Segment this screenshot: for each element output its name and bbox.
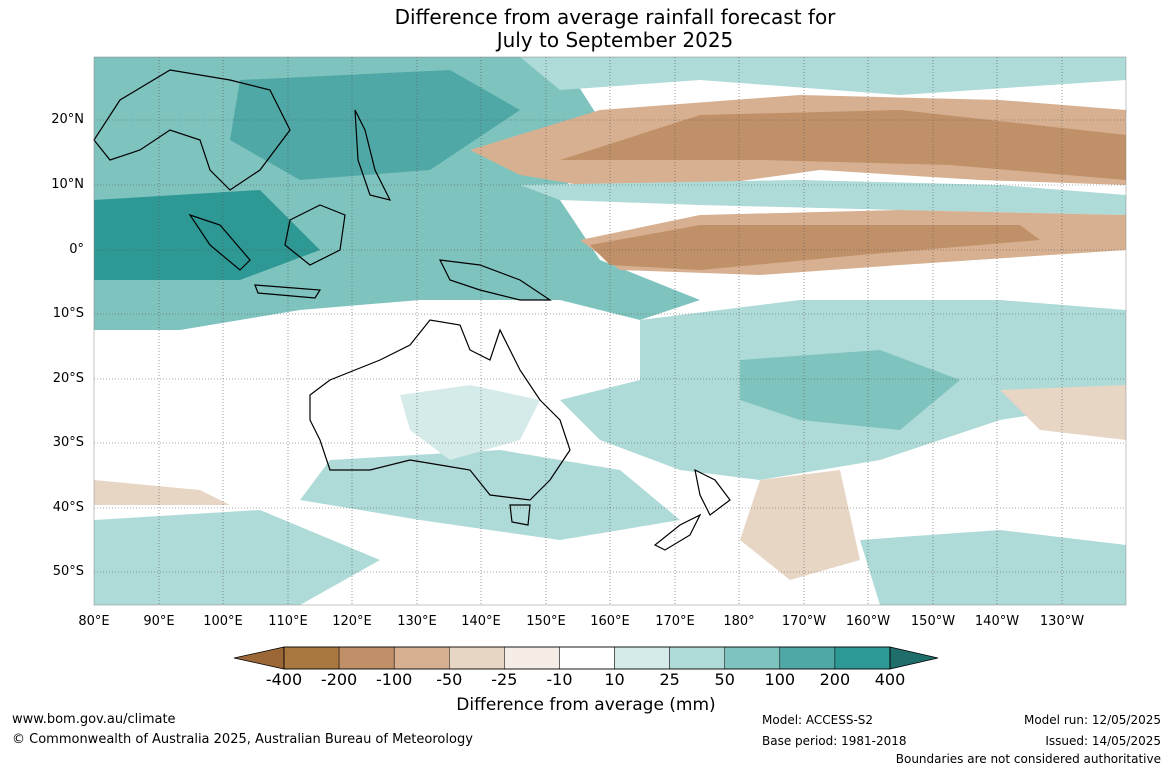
wet-band-pacific-north [520, 57, 1126, 95]
sumatra-outline [188, 213, 251, 271]
chart-title-line2: July to September 2025 [496, 28, 734, 52]
colorbar-tick-label: 25 [659, 670, 680, 689]
colorbar-label: Difference from average (mm) [456, 695, 716, 715]
disclaimer-text: Boundaries are not considered authoritat… [895, 752, 1161, 766]
rainfall-anomaly-field [94, 57, 1126, 605]
colorbar-extend-high [889, 646, 939, 670]
colorbar-tick-label: -400 [265, 670, 303, 689]
model-text: Model: ACCESS-S2 [762, 713, 874, 727]
colorbar-segment [283, 646, 340, 670]
base-period-text: Base period: 1981-2018 [762, 734, 907, 748]
indochina-outline [93, 69, 291, 191]
wet-core-south-pacific [740, 350, 960, 430]
tasmania-outline [509, 504, 531, 526]
lon-label: 170°W [781, 614, 827, 629]
lat-label: 10°N [51, 177, 84, 192]
colorbar-segment [779, 646, 836, 670]
colorbar-extend-low [233, 646, 285, 670]
lon-label: 90°E [143, 614, 175, 629]
java-outline [254, 284, 322, 299]
colorbar-segment [393, 646, 450, 670]
dry-patch-indian-south [94, 480, 230, 505]
lon-label: 120°E [332, 614, 372, 629]
lon-label: 140°W [974, 614, 1020, 629]
chart-title-line1: Difference from average rainfall forecas… [394, 5, 836, 29]
lat-label: 40°S [52, 500, 84, 515]
wet-patch-inland-australia [400, 385, 540, 460]
colorbar-segment [559, 646, 615, 670]
copyright-text: © Commonwealth of Australia 2025, Austra… [12, 732, 473, 747]
lon-label: 130°E [397, 614, 437, 629]
wet-patch-south-east [860, 530, 1126, 605]
new-guinea-outline [438, 259, 552, 301]
wet-patch-north [230, 70, 520, 180]
colorbar-tick-label: -25 [491, 670, 518, 689]
colorbar-tick-label: -50 [436, 670, 463, 689]
lon-label: 180° [723, 614, 755, 629]
lon-label: 170°E [655, 614, 695, 629]
wet-patch-south-west [94, 510, 380, 605]
dry-patch-south-pacific [740, 470, 860, 580]
lat-label: 10°S [52, 306, 84, 321]
colorbar-tick-label: 100 [764, 670, 796, 689]
lat-label: 20°S [52, 371, 84, 386]
lon-label: 100°E [203, 614, 243, 629]
colorbar-segment [669, 646, 725, 670]
lon-label: 150°E [526, 614, 566, 629]
philippines-outline [354, 109, 392, 201]
colorbar-tick-label: 200 [819, 670, 851, 689]
lon-label: 130°W [1039, 614, 1085, 629]
website-text: www.bom.gov.au/climate [12, 712, 176, 727]
lon-label: 160°W [845, 614, 891, 629]
colorbar-tick-label: 400 [874, 670, 906, 689]
colorbar-segment [338, 646, 395, 670]
lon-label: 110°E [268, 614, 308, 629]
lon-label: 140°E [461, 614, 501, 629]
australia-outline [309, 319, 571, 501]
graticule [94, 57, 1126, 605]
wet-core-indian-ocean [94, 190, 320, 280]
borneo-outline [284, 204, 346, 266]
dry-core-equatorial [590, 225, 1040, 270]
new-zealand-south [653, 513, 702, 551]
colorbar-tick-label: -200 [320, 670, 358, 689]
lon-label: 80°E [78, 614, 110, 629]
coastlines [93, 69, 731, 551]
colorbar-segment [724, 646, 781, 670]
lat-label: 20°N [51, 112, 84, 127]
issued-text: Issued: 14/05/2025 [1045, 734, 1161, 748]
new-zealand-north [694, 468, 731, 516]
colorbar-tick-label: 50 [714, 670, 735, 689]
colorbar-tick-label: -10 [546, 670, 573, 689]
dry-patch-east-pacific [1000, 385, 1126, 440]
lon-label: 150°W [910, 614, 956, 629]
colorbar-segment [449, 646, 505, 670]
colorbar-tick-label: 10 [604, 670, 625, 689]
lat-label: 50°S [52, 564, 84, 579]
colorbar-segment [834, 646, 891, 670]
dry-core-north-pacific [560, 110, 1126, 180]
lat-label: 0° [69, 242, 84, 257]
colorbar-segment [614, 646, 670, 670]
colorbar-segments [233, 646, 939, 670]
colorbar-tick-label: -100 [376, 670, 413, 689]
lon-label: 160°E [590, 614, 630, 629]
lat-label: 30°S [52, 435, 84, 450]
colorbar-segment [504, 646, 560, 670]
wet-strip-itcz [520, 180, 1126, 215]
model-run-text: Model run: 12/05/2025 [1023, 713, 1161, 727]
